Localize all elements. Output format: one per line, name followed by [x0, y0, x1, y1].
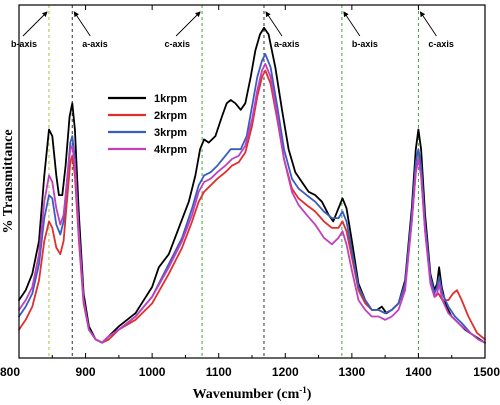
- x-axis-title-main: Wavenumber (cm: [193, 387, 300, 402]
- annotation-label-4: b-axis: [352, 39, 378, 49]
- x-axis-title-superscript: -1: [299, 385, 307, 395]
- annotation-label-1: a-axis: [82, 39, 108, 49]
- series-lines: [18, 26, 486, 344]
- annotation-label-5: c-axis: [428, 39, 454, 49]
- annotation-arrow-3: [265, 11, 283, 37]
- x-axis-ticks: 800 900 1000 1100 1200 1300 1400 1500: [0, 5, 500, 379]
- annotation-label-3: a-axis: [274, 39, 300, 49]
- x-tick-label-1300: 1300: [339, 365, 366, 379]
- x-tick-label-1400: 1400: [405, 365, 432, 379]
- legend-label-3krpm: 3krpm: [154, 127, 187, 139]
- y-axis-title: % Transmittance: [1, 129, 16, 233]
- annotation-arrow-1: [73, 11, 91, 37]
- annotation-label-0: b-axis: [11, 39, 37, 49]
- annotation-arrow-2: [175, 11, 201, 37]
- x-axis-title: Wavenumber (cm-1): [193, 385, 312, 402]
- series-line-1krpm: [18, 26, 486, 344]
- annotation-label-2: c-axis: [165, 39, 191, 49]
- x-tick-label-1100: 1100: [206, 365, 232, 379]
- x-tick-label-1500: 1500: [473, 365, 500, 379]
- series-line-3krpm: [18, 53, 486, 344]
- x-tick-label-800: 800: [0, 365, 20, 379]
- x-tick-label-1000: 1000: [139, 365, 166, 379]
- legend-label-2krpm: 2krpm: [154, 110, 187, 122]
- series-line-4krpm: [18, 63, 486, 344]
- x-tick-label-900: 900: [76, 365, 96, 379]
- annotation-arrow-0: [22, 11, 48, 37]
- annotation-lines: [48, 5, 419, 358]
- legend-label-1krpm: 1krpm: [154, 93, 187, 105]
- x-axis-title-close: ): [307, 387, 312, 402]
- annotation-arrow-5: [419, 11, 437, 37]
- annotation-arrow-4: [343, 11, 361, 37]
- legend: 1krpm 2krpm 3krpm 4krpm: [108, 93, 187, 156]
- annotation-labels: b-axis a-axis c-axis a-axis b-axis c-axis: [11, 11, 454, 49]
- legend-label-4krpm: 4krpm: [154, 144, 187, 156]
- x-tick-label-1200: 1200: [272, 365, 299, 379]
